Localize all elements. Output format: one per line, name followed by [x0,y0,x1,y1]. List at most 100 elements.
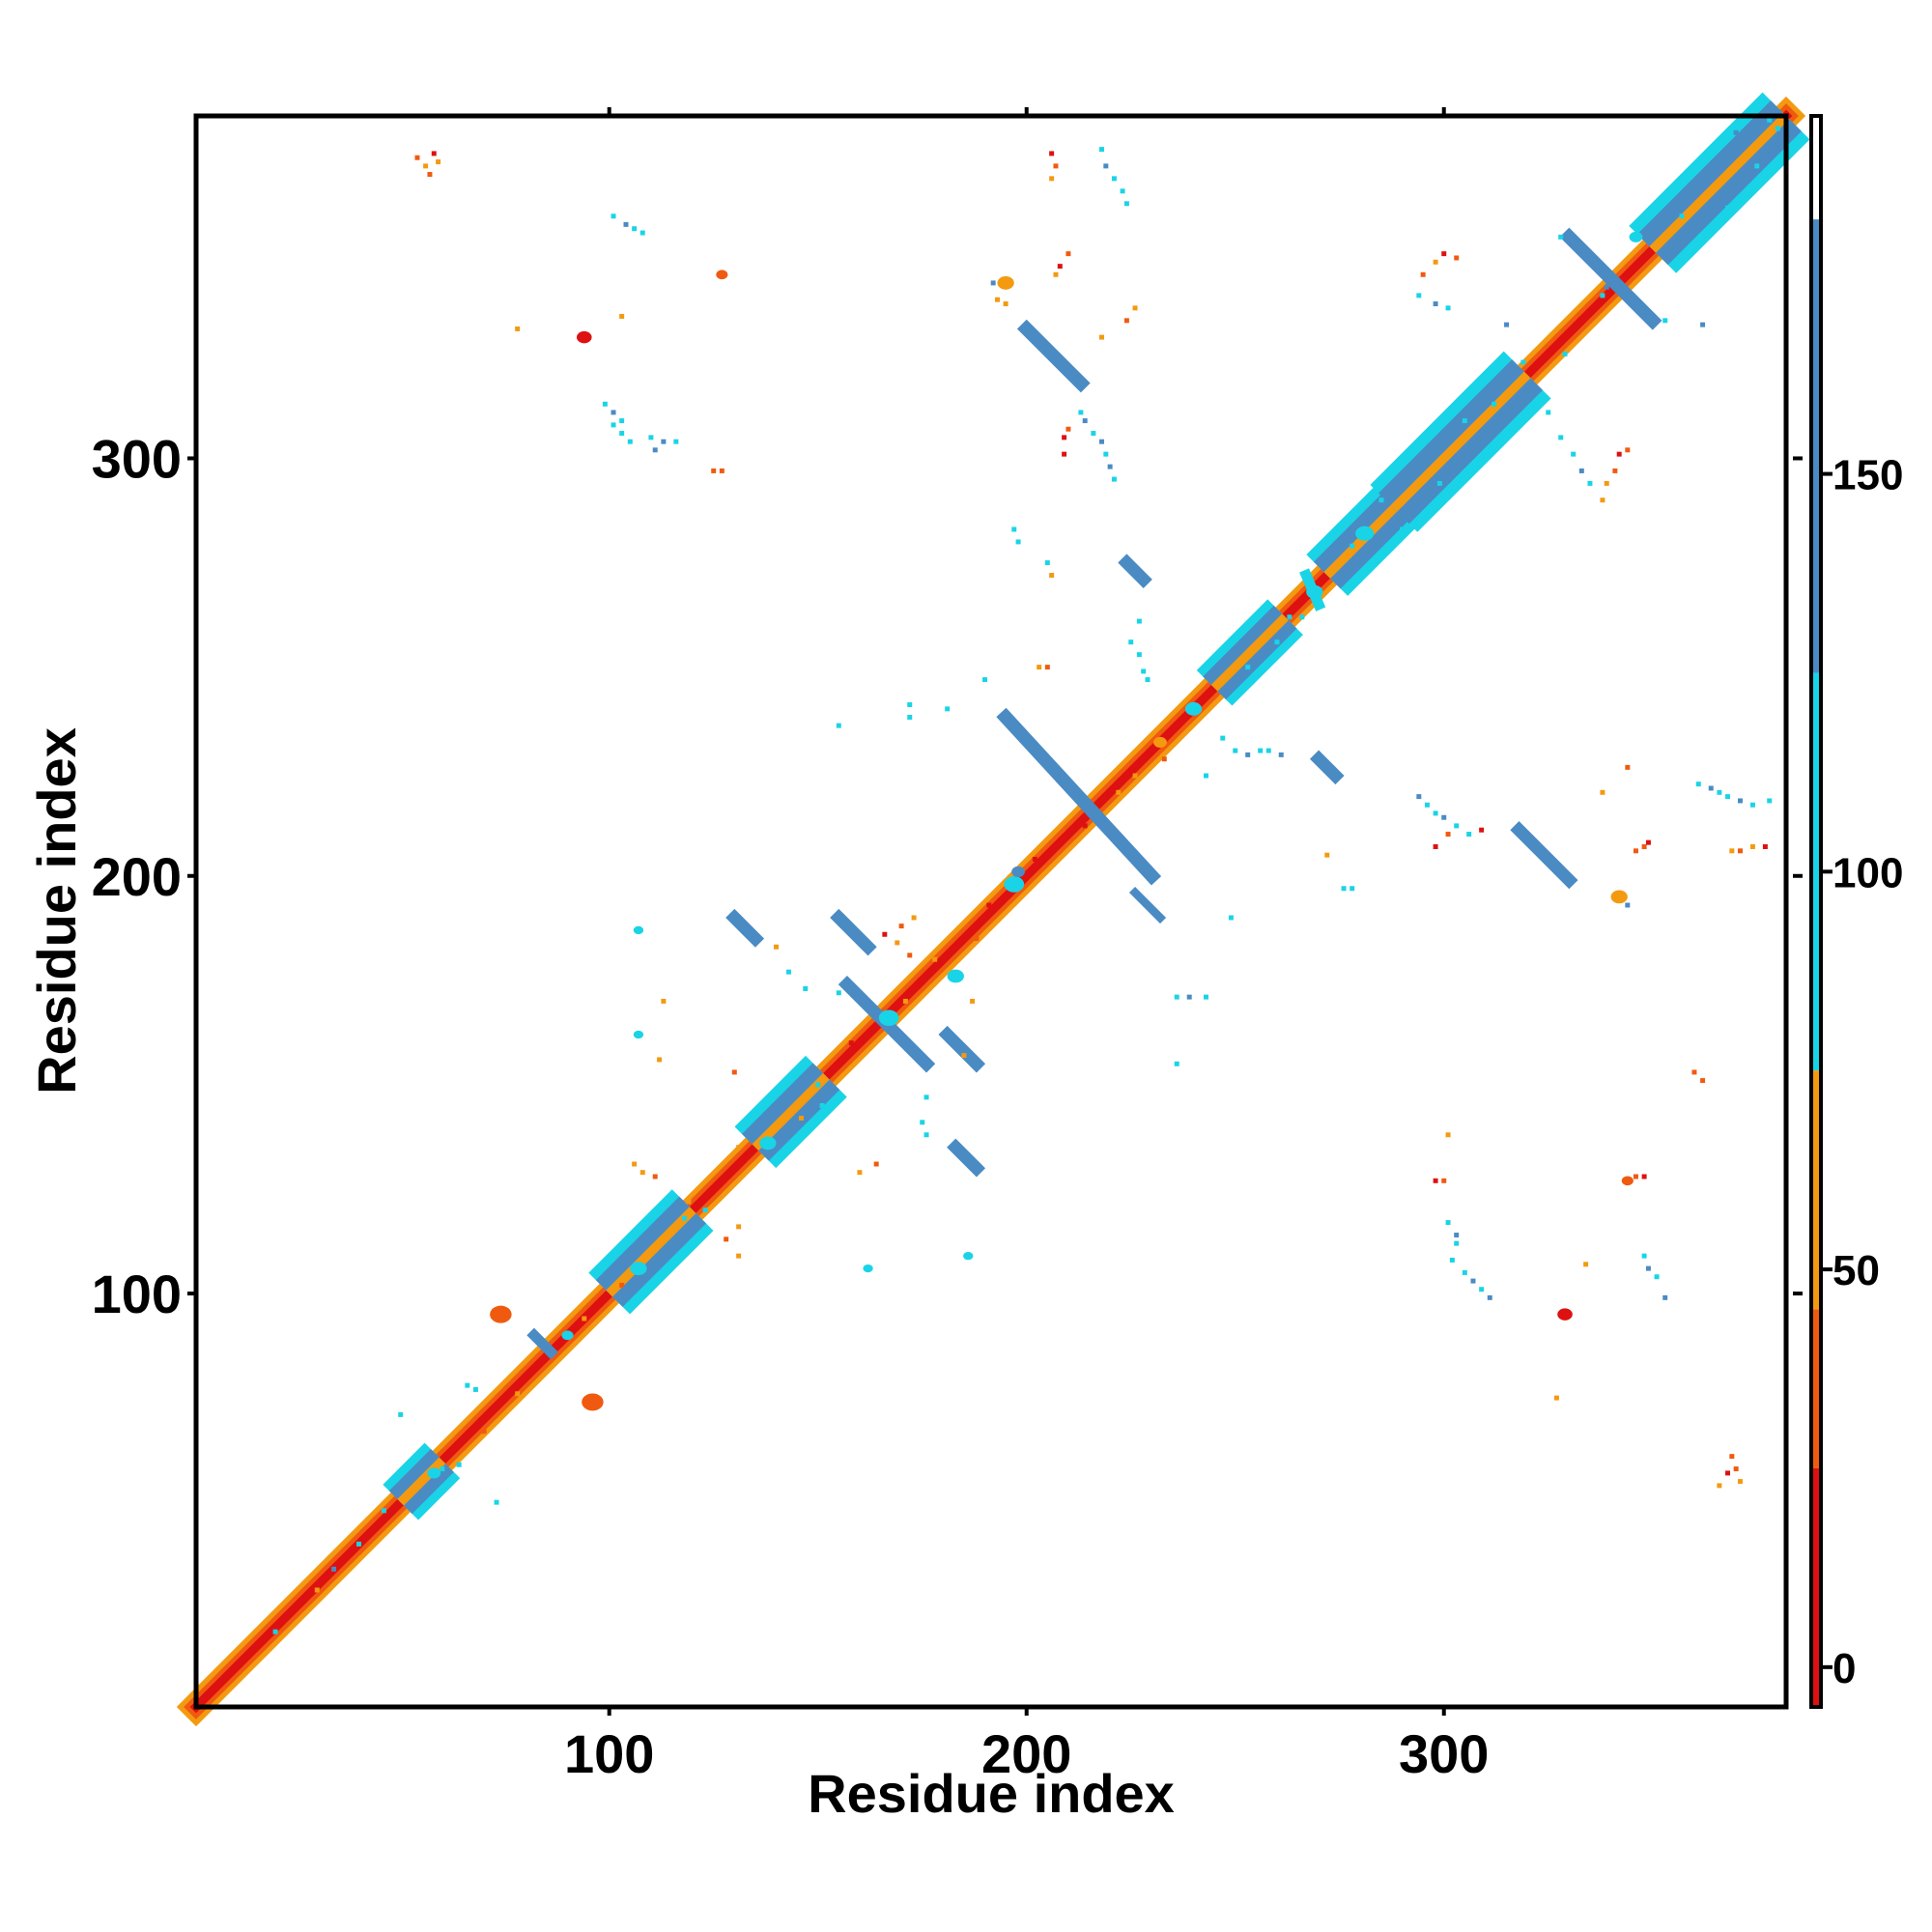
contact-point-42 [1091,431,1096,437]
contact-point-223 [1082,823,1088,829]
contact-point-212 [686,1199,692,1205]
contact-point-156 [632,1161,638,1167]
contact-point-55 [1044,665,1050,670]
contact-point-35 [994,297,1000,302]
contact-point-56 [1128,639,1134,645]
colorbar-band-0 [1811,1467,1821,1707]
x-axis-label: Residue index [808,1763,1175,1824]
contact-point-213 [702,1208,708,1213]
contact-point-158 [652,1174,658,1179]
contact-point-61 [982,677,988,683]
contact-point-208 [1754,163,1760,169]
contact-point-80 [1466,832,1472,838]
contact-point-46 [1111,476,1117,482]
contact-point-83 [1433,844,1438,849]
y-tick-label-0: 100 [92,1264,182,1324]
contact-point-54 [1037,665,1042,670]
contact-blob-6 [1004,876,1025,893]
contact-point-88 [1645,839,1651,845]
contact-blob-5 [1621,1176,1634,1186]
contact-point-137 [1433,301,1438,307]
contact-point-67 [1233,748,1238,753]
contact-point-198 [1274,639,1280,645]
contact-blob-22 [427,1467,441,1479]
contact-blob-1 [490,1305,512,1323]
contact-point-190 [582,1316,587,1321]
colorbar-band-4 [1811,219,1821,673]
plot-frame [193,113,1789,1710]
contact-point-148 [1625,447,1631,453]
contact-point-71 [1278,752,1284,757]
colorbar-band-3 [1811,672,1821,1071]
contact-point-22 [719,468,724,473]
diagonal-thick-core-6 [1649,112,1790,253]
contact-point-176 [1186,994,1192,1000]
contact-point-86 [1633,848,1638,854]
y-axis-label: Residue index [26,727,87,1094]
contact-point-114 [1479,1287,1485,1293]
contact-point-210 [1767,117,1773,123]
contact-point-70 [1265,748,1271,753]
contact-segment-11 [1309,750,1345,785]
colorbar: 0 50 100 150 [1793,114,1903,1709]
contact-point-87 [1641,844,1647,849]
contact-point-110 [1454,1240,1460,1246]
contact-point-26 [1099,147,1104,153]
contact-point-99 [1762,844,1768,849]
contact-point-39 [1099,334,1104,340]
contact-point-173 [898,923,904,929]
contact-point-168 [970,998,976,1004]
contact-point-133 [1454,255,1460,261]
contact-point-215 [798,1115,804,1121]
contact-point-45 [1107,464,1113,469]
contact-point-76 [1424,802,1430,808]
contact-blob-16 [1306,584,1323,599]
contact-point-60 [1136,618,1142,624]
contact-point-202 [1436,480,1442,486]
contact-point-229 [381,1508,386,1514]
contact-point-199 [1299,614,1305,620]
contact-point-62 [945,706,951,712]
contact-point-3 [427,172,433,178]
contact-point-19 [652,447,658,453]
contact-segment-6 [830,908,877,956]
contact-point-7 [632,226,638,232]
contact-blob-11 [633,1030,644,1039]
contact-point-129 [1600,293,1605,298]
contact-point-40 [1078,410,1084,415]
contact-point-140 [1546,410,1551,415]
contact-point-221 [986,902,992,908]
contact-point-159 [857,1170,863,1176]
contact-point-107 [1641,1174,1647,1179]
contact-point-132 [1441,251,1447,257]
contact-blob-13 [963,1251,974,1261]
contact-point-225 [272,1629,278,1634]
contact-point-222 [1032,856,1037,862]
contact-point-142 [1571,451,1577,457]
contact-point-230 [481,1429,487,1435]
colorbar-tick-label-2: 100 [1833,849,1903,896]
contact-blob-2 [577,330,592,344]
contact-point-52 [1044,560,1050,566]
contact-point-204 [1520,359,1526,365]
contact-point-92 [1725,794,1731,800]
contact-point-10 [619,314,625,319]
contact-point-23 [1049,151,1055,156]
contact-point-128 [1604,284,1609,290]
colorbar-tick-label-3: 150 [1833,452,1903,499]
contact-point-174 [911,915,917,921]
contact-point-79 [1454,823,1460,829]
contact-point-172 [882,931,888,937]
contact-point-171 [923,1132,929,1138]
contact-point-135 [1420,271,1426,277]
contact-point-154 [724,1236,729,1242]
contact-blob-17 [1355,526,1375,541]
axis-ticks: 100 200 300 100 200 300 [92,107,1489,1784]
colorbar-band-2 [1811,1070,1821,1310]
contact-point-145 [1612,468,1618,473]
contact-point-36 [1003,301,1009,307]
contact-point-216 [819,1103,825,1108]
contact-point-37 [1132,305,1138,311]
contact-point-41 [1082,418,1088,424]
diagonal-thick-core-1 [606,1207,696,1297]
